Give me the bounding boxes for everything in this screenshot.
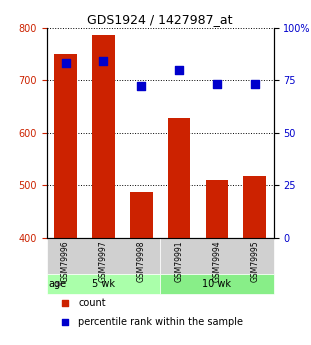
Point [139,84,144,89]
Point [101,58,106,64]
Point [252,81,257,87]
Point [63,61,68,66]
Text: GSM79997: GSM79997 [99,240,108,282]
Bar [168,118,190,238]
Bar [54,54,77,238]
Text: 5 wk: 5 wk [92,279,115,289]
Text: GSM79994: GSM79994 [212,240,221,282]
Text: 10 wk: 10 wk [202,279,231,289]
Text: GSM79995: GSM79995 [250,240,259,282]
Bar [244,176,266,238]
Text: age: age [49,279,67,289]
Point [214,81,219,87]
Title: GDS1924 / 1427987_at: GDS1924 / 1427987_at [87,13,233,27]
FancyBboxPatch shape [160,274,274,294]
Point [177,67,182,72]
Point [62,319,67,325]
Text: GSM79998: GSM79998 [137,240,146,282]
Point [62,300,67,306]
Bar [92,36,115,238]
FancyBboxPatch shape [47,274,160,294]
Text: count: count [78,298,106,308]
Text: GSM79996: GSM79996 [61,240,70,282]
Bar [130,191,153,238]
Text: percentile rank within the sample: percentile rank within the sample [78,317,244,327]
FancyBboxPatch shape [160,238,274,274]
Bar [206,180,228,238]
FancyBboxPatch shape [47,238,160,274]
Text: GSM79991: GSM79991 [174,240,183,282]
